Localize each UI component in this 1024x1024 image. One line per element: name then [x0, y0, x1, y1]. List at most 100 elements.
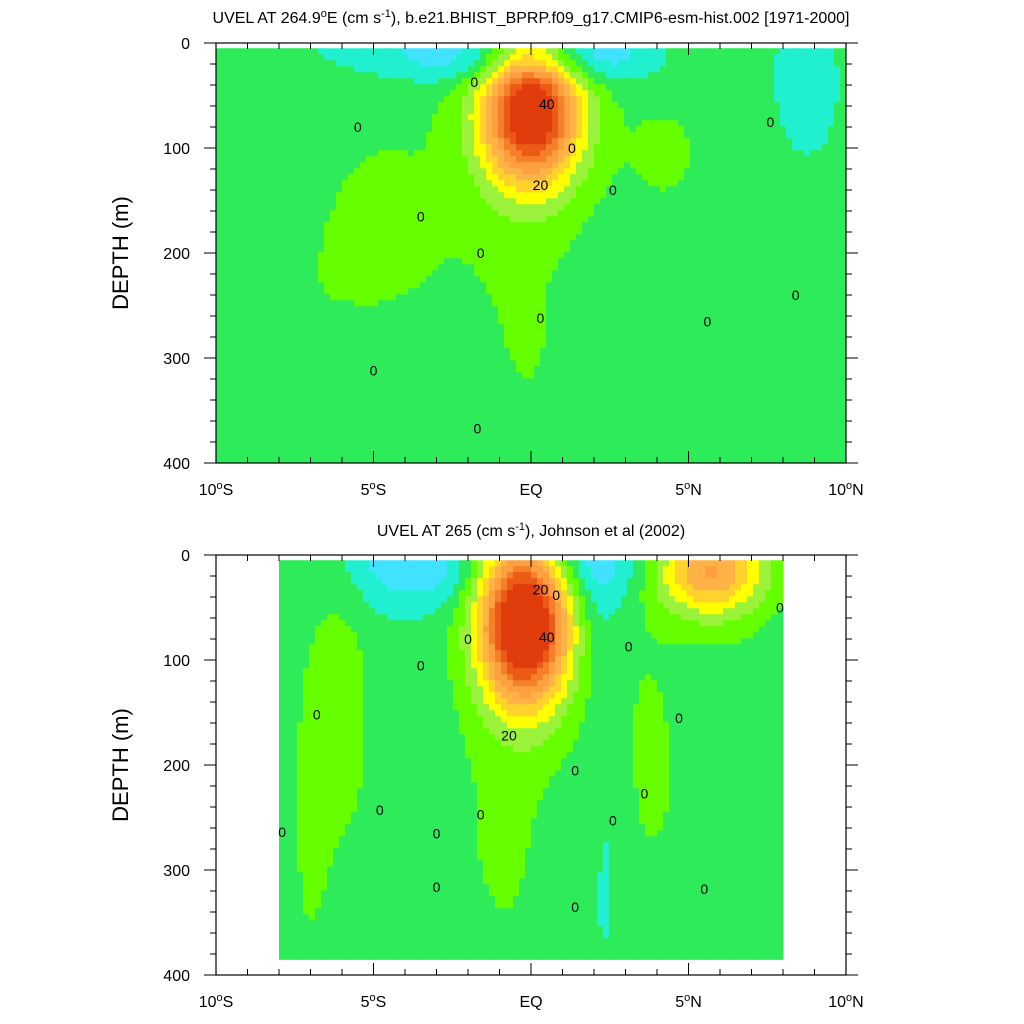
- contour-cell: [534, 138, 541, 145]
- contour-cell: [738, 318, 745, 325]
- contour-cell: [516, 78, 523, 85]
- contour-cell: [828, 162, 835, 169]
- contour-cell: [510, 54, 517, 61]
- contour-cell: [450, 288, 457, 295]
- contour-cell: [294, 318, 301, 325]
- contour-cell: [240, 48, 247, 55]
- contour-cell: [390, 138, 397, 145]
- contour-cell: [258, 150, 265, 157]
- contour-cell: [714, 108, 721, 115]
- contour-cell: [606, 216, 613, 223]
- contour-cell: [654, 216, 661, 223]
- contour-cell: [252, 198, 259, 205]
- contour-cell: [732, 240, 739, 247]
- contour-cell: [816, 168, 823, 175]
- contour-cell: [414, 246, 421, 253]
- contour-cell: [312, 120, 319, 127]
- contour-cell: [408, 60, 415, 67]
- contour-cell: [768, 138, 775, 145]
- contour-cell: [234, 126, 241, 133]
- contour-cell: [528, 126, 535, 133]
- contour-cell: [402, 228, 409, 235]
- contour-cell: [660, 240, 667, 247]
- contour-cell: [666, 108, 673, 115]
- contour-cell: [750, 114, 757, 121]
- contour-cell: [810, 72, 817, 79]
- contour-cell: [576, 144, 583, 151]
- contour-cell: [360, 312, 367, 319]
- contour-cell: [810, 282, 817, 289]
- contour-cell: [738, 174, 745, 181]
- contour-cell: [552, 54, 559, 61]
- contour-cell: [480, 168, 487, 175]
- contour-cell: [588, 300, 595, 307]
- contour-cell: [744, 234, 751, 241]
- contour-cell: [798, 192, 805, 199]
- contour-cell: [762, 216, 769, 223]
- contour-cell: [516, 324, 523, 331]
- contour-cell: [516, 330, 523, 337]
- contour-cell: [486, 84, 493, 91]
- contour-cell: [696, 114, 703, 121]
- contour-cell: [720, 102, 727, 109]
- contour-cell: [498, 294, 505, 301]
- contour-cell: [324, 300, 331, 307]
- contour-cell: [576, 318, 583, 325]
- contour-cell: [618, 246, 625, 253]
- contour-cell: [774, 78, 781, 85]
- contour-cell: [618, 210, 625, 217]
- contour-cell: [792, 120, 799, 127]
- contour-cell: [684, 168, 691, 175]
- contour-cell: [450, 228, 457, 235]
- contour-cell: [534, 168, 541, 175]
- contour-cell: [264, 240, 271, 247]
- contour-cell: [804, 228, 811, 235]
- contour-cell: [750, 90, 757, 97]
- contour-cell: [318, 48, 325, 55]
- contour-cell: [276, 48, 283, 55]
- contour-cell: [540, 150, 547, 157]
- contour-cell: [564, 234, 571, 241]
- contour-cell: [438, 300, 445, 307]
- contour-cell: [396, 48, 403, 55]
- contour-cell: [822, 78, 829, 85]
- contour-cell: [534, 198, 541, 205]
- contour-cell: [750, 150, 757, 157]
- contour-cell: [840, 72, 846, 79]
- contour-cell: [762, 222, 769, 229]
- contour-cell: [828, 66, 835, 73]
- contour-cell: [450, 114, 457, 121]
- contour-cell: [216, 276, 223, 283]
- contour-cell: [420, 330, 427, 337]
- contour-cell: [828, 246, 835, 253]
- contour-cell: [564, 96, 571, 103]
- contour-cell: [540, 276, 547, 283]
- contour-cell: [582, 96, 589, 103]
- contour-cell: [276, 60, 283, 67]
- contour-cell: [534, 150, 541, 157]
- contour-cell: [462, 258, 469, 265]
- contour-cell: [276, 330, 283, 337]
- contour-cell: [600, 60, 607, 67]
- contour-cell: [606, 324, 613, 331]
- contour-cell: [666, 324, 673, 331]
- contour-cell: [468, 132, 475, 139]
- contour-cell: [582, 216, 589, 223]
- contour-cell: [468, 84, 475, 91]
- contour-cell: [558, 162, 565, 169]
- contour-cell: [540, 156, 547, 163]
- contour-cell: [780, 270, 787, 277]
- contour-cell: [576, 60, 583, 67]
- contour-cell: [594, 48, 601, 55]
- contour-cell: [822, 174, 829, 181]
- contour-cell: [510, 174, 517, 181]
- contour-cell: [738, 216, 745, 223]
- contour-cell: [288, 174, 295, 181]
- contour-cell: [222, 60, 229, 67]
- contour-cell: [402, 144, 409, 151]
- contour-cell: [546, 306, 553, 313]
- contour-cell: [552, 180, 559, 187]
- contour-cell: [384, 114, 391, 121]
- contour-cell: [420, 324, 427, 331]
- contour-cell: [408, 180, 415, 187]
